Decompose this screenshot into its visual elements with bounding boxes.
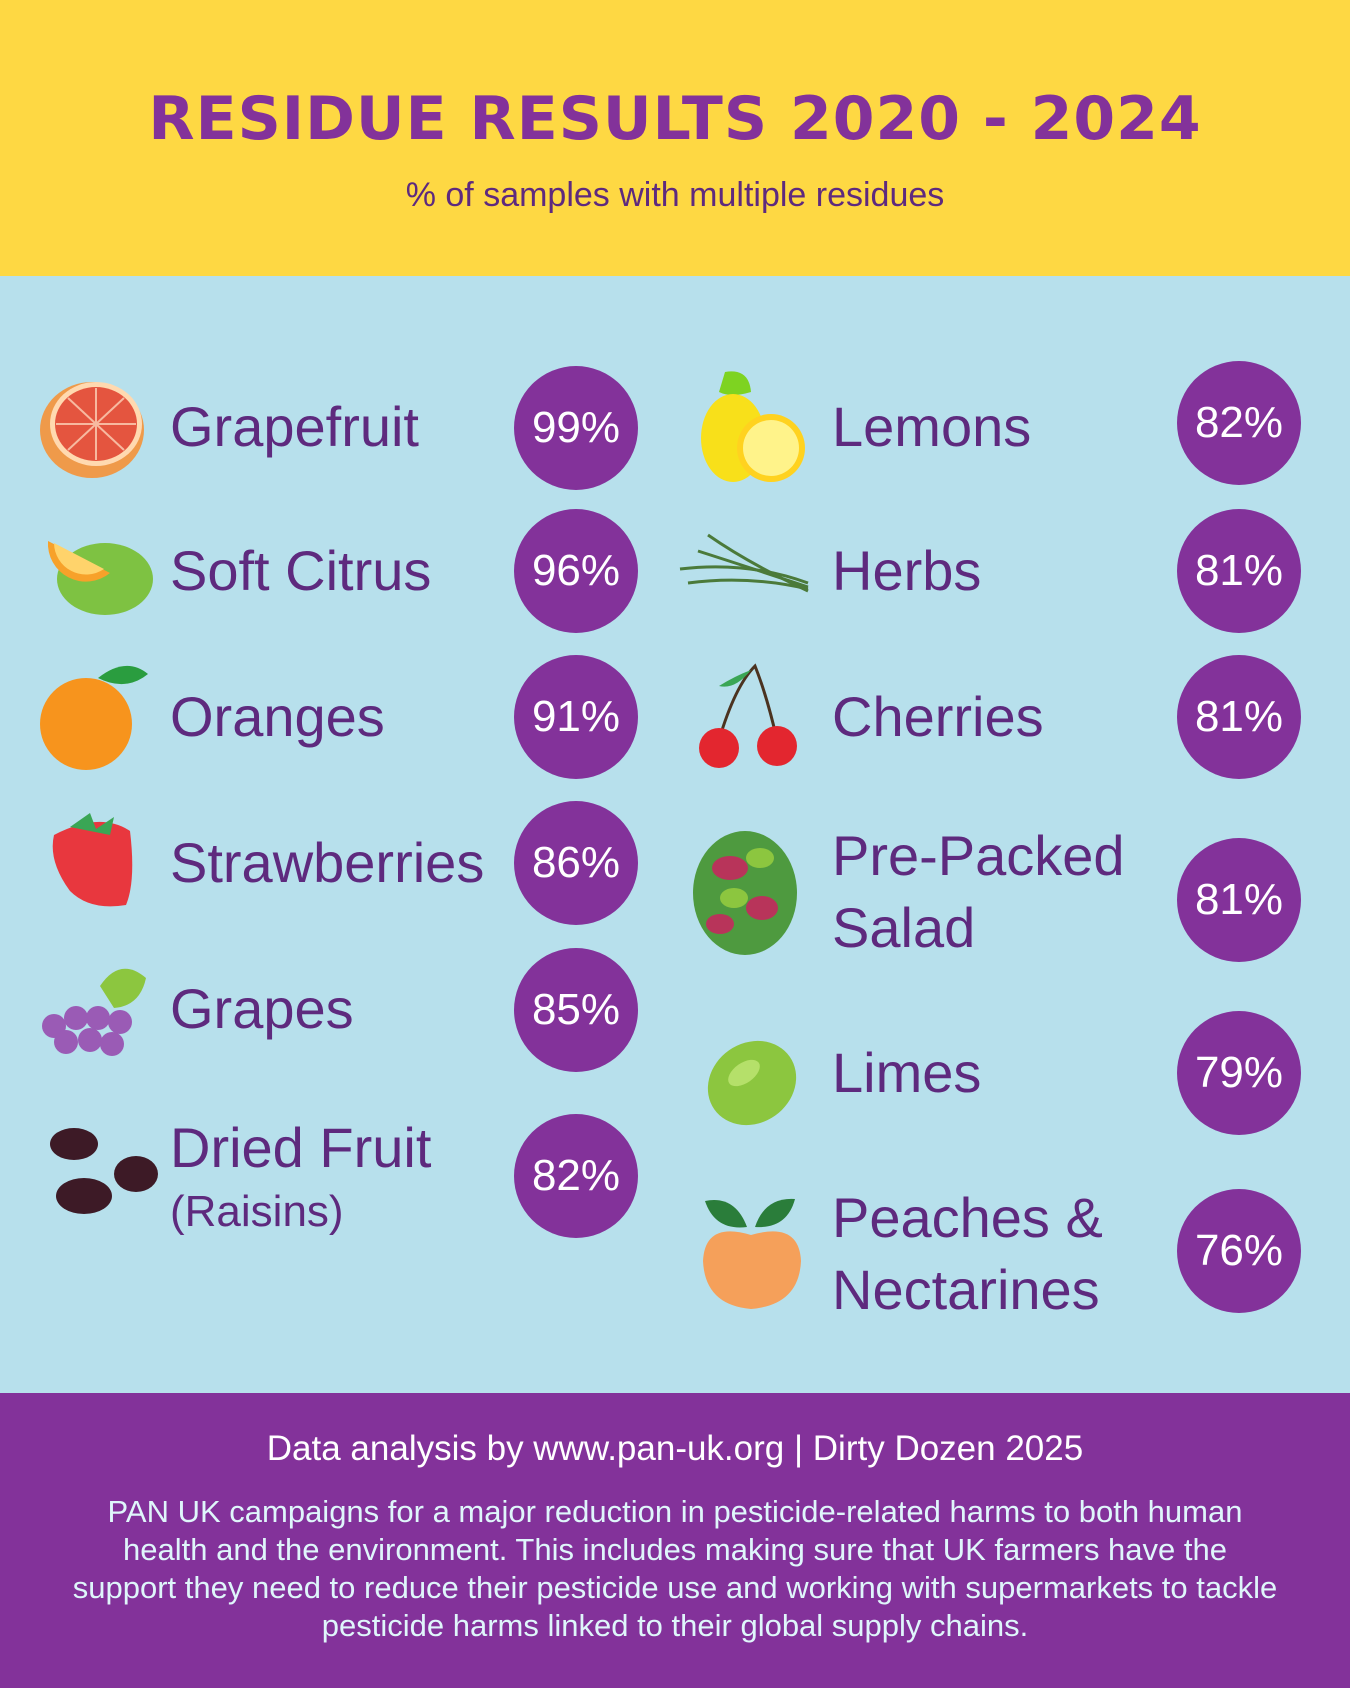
percentage-badge: 86% <box>514 801 638 925</box>
percentage-badge: 91% <box>514 655 638 779</box>
item-label: Peaches & Nectarines <box>832 1182 1103 1326</box>
item-label: Herbs <box>832 539 982 602</box>
item-label: Strawberries <box>170 831 485 894</box>
item-name-line2: Nectarines <box>832 1258 1100 1321</box>
lemon-icon <box>701 371 805 482</box>
item-label: Grapefruit <box>170 395 419 458</box>
item-label: Cherries <box>832 685 1044 748</box>
orange-icon <box>40 665 148 770</box>
item-label: Oranges <box>170 685 385 748</box>
item-name: Peaches & <box>832 1186 1103 1249</box>
raisins-icon <box>50 1128 158 1214</box>
grapes-icon <box>42 968 146 1056</box>
footer: Data analysis by www.pan-uk.org | Dirty … <box>0 1393 1350 1688</box>
item-label: Soft Citrus <box>170 539 432 602</box>
item-name-line2: Salad <box>832 896 976 959</box>
soft-citrus-icon <box>47 541 153 615</box>
results-panel: Grapefruit 99% Soft Citrus 96% Oranges 9… <box>0 276 1350 1393</box>
item-label: Grapes <box>170 977 354 1040</box>
percentage-badge: 85% <box>514 948 638 1072</box>
item-label: Pre-Packed Salad <box>832 820 1125 964</box>
header: RESIDUE RESULTS 2020 - 2024 % of samples… <box>0 0 1350 276</box>
item-name: Pre-Packed <box>832 824 1125 887</box>
percentage-badge: 96% <box>514 509 638 633</box>
page-title: RESIDUE RESULTS 2020 - 2024 <box>148 84 1202 154</box>
salad-icon <box>693 831 797 955</box>
lime-icon <box>707 1040 797 1126</box>
cherries-icon <box>699 663 797 768</box>
percentage-badge: 81% <box>1177 509 1301 633</box>
data-credit: Data analysis by www.pan-uk.org | Dirty … <box>266 1429 1084 1468</box>
percentage-badge: 76% <box>1177 1189 1301 1313</box>
item-label: Dried Fruit (Raisins) <box>170 1112 431 1240</box>
item-name: Dried Fruit <box>170 1116 432 1179</box>
grapefruit-icon <box>40 382 144 478</box>
item-subname: (Raisins) <box>170 1187 344 1236</box>
item-label: Lemons <box>832 395 1032 458</box>
footer-description: PAN UK campaigns for a major reduction i… <box>72 1494 1278 1643</box>
strawberry-icon <box>52 813 133 907</box>
percentage-badge: 82% <box>1177 361 1301 485</box>
page-subtitle: % of samples with multiple residues <box>405 176 945 214</box>
percentage-badge: 99% <box>514 366 638 490</box>
percentage-badge: 82% <box>514 1114 638 1238</box>
peach-icon <box>703 1198 801 1309</box>
item-label: Limes <box>832 1041 982 1104</box>
percentage-badge: 81% <box>1177 655 1301 779</box>
percentage-badge: 81% <box>1177 838 1301 962</box>
herbs-icon <box>679 533 809 593</box>
percentage-badge: 79% <box>1177 1011 1301 1135</box>
